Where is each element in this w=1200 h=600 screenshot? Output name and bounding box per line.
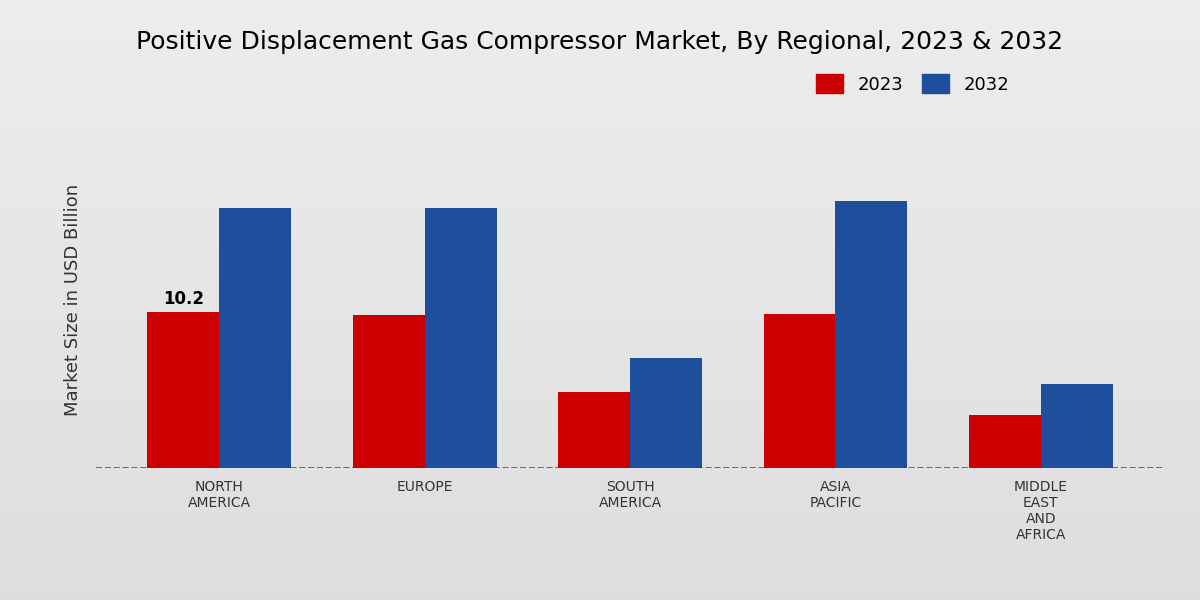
Legend: 2023, 2032: 2023, 2032: [809, 67, 1016, 101]
Bar: [353, 315, 425, 468]
Bar: [763, 314, 835, 468]
Y-axis label: Market Size in USD Billion: Market Size in USD Billion: [64, 184, 82, 416]
Bar: [1040, 384, 1112, 468]
Bar: [630, 358, 702, 468]
Text: 10.2: 10.2: [163, 290, 204, 308]
Bar: [558, 392, 630, 468]
Bar: [220, 208, 292, 468]
Bar: [148, 312, 220, 468]
Bar: [425, 208, 497, 468]
Bar: [968, 415, 1040, 468]
Text: Positive Displacement Gas Compressor Market, By Regional, 2023 & 2032: Positive Displacement Gas Compressor Mar…: [137, 30, 1063, 54]
Bar: [835, 201, 907, 468]
